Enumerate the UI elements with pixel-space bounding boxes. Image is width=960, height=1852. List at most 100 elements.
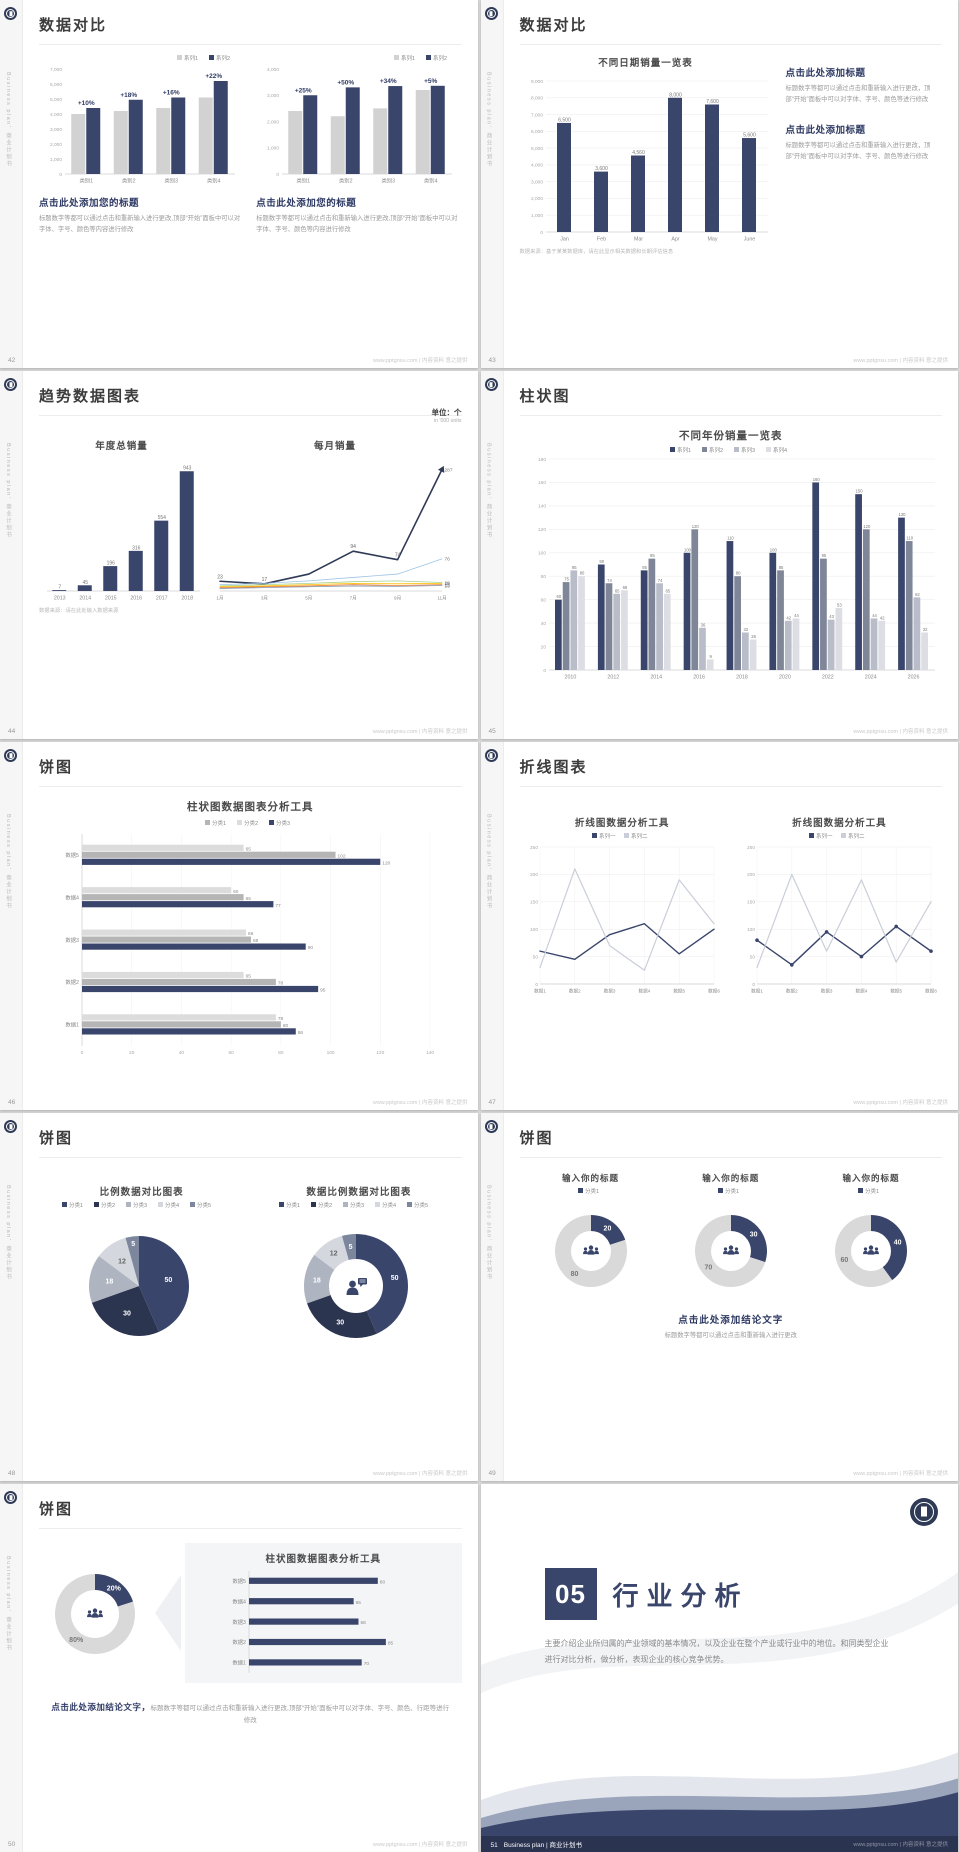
unit-label: 单位：个 in '000 units bbox=[432, 407, 462, 424]
chart-title: 折线图数据分析工具 bbox=[792, 818, 887, 829]
svg-text:June: June bbox=[743, 237, 755, 243]
chart-title: 柱状图数据图表分析工具 bbox=[265, 1554, 381, 1565]
svg-text:44: 44 bbox=[794, 613, 799, 618]
svg-text:数据1: 数据1 bbox=[751, 988, 763, 995]
svg-text:数据4: 数据4 bbox=[232, 1597, 246, 1605]
chart-title: 输入你的标题 bbox=[702, 1173, 760, 1183]
slide-44-trend-charts[interactable]: Business plan．商业计划书 趋势数据图表 单位：个 in '000 … bbox=[0, 371, 478, 739]
svg-text:2018: 2018 bbox=[736, 675, 748, 681]
svg-text:50: 50 bbox=[164, 1277, 172, 1284]
slide-title: 数据对比 bbox=[519, 12, 942, 45]
svg-text:80%: 80% bbox=[69, 1637, 84, 1644]
svg-text:2,000: 2,000 bbox=[267, 119, 279, 125]
svg-text:65: 65 bbox=[246, 896, 252, 902]
svg-text:0: 0 bbox=[277, 172, 280, 178]
svg-text:70: 70 bbox=[363, 1661, 369, 1667]
svg-text:150: 150 bbox=[855, 489, 863, 494]
svg-text:250: 250 bbox=[747, 845, 755, 851]
svg-text:2014: 2014 bbox=[650, 675, 662, 681]
svg-text:+18%: +18% bbox=[120, 92, 137, 99]
svg-text:+5%: +5% bbox=[424, 78, 437, 85]
svg-text:类别3: 类别3 bbox=[164, 177, 178, 185]
chart-panel: 数据比例数据对比图表 分类1 分类2 分类3 分类4 分类5 50 30 18 12 5 bbox=[256, 1178, 461, 1358]
svg-text:5月: 5月 bbox=[305, 596, 312, 602]
slide-42-data-compare[interactable]: Business plan．商业计划书 数据对比 系列1 系列2 0 1,000 2,0… bbox=[0, 0, 478, 368]
svg-text:120: 120 bbox=[692, 524, 700, 529]
logo-icon bbox=[4, 1120, 17, 1133]
logo-icon bbox=[4, 378, 17, 391]
svg-text:分类3: 分类3 bbox=[350, 1201, 364, 1209]
slide-title: 饼图 bbox=[39, 1125, 462, 1158]
slide-title: 趋势数据图表 bbox=[39, 383, 462, 416]
svg-text:42: 42 bbox=[880, 615, 885, 620]
bar-chart: 2013 7 2014 45 2015 196 2016 316 2017 554 2018 943 bbox=[39, 454, 204, 602]
svg-text:60: 60 bbox=[556, 594, 561, 599]
chart-panel: 系列1 系列2 0 1,000 2,000 3,000 4,000 5,000 6,000 7,0… bbox=[39, 53, 244, 236]
slide-title: 柱状图 bbox=[519, 383, 942, 416]
svg-text:2010: 2010 bbox=[564, 675, 576, 681]
svg-text:100: 100 bbox=[538, 551, 546, 557]
svg-text:数据3: 数据3 bbox=[603, 988, 615, 995]
grouped-bar-chart: 系列1 系列2 系列3 系列4 0 20 40 60 80 100 120 140 160 180 2010… bbox=[523, 445, 939, 681]
svg-text:0: 0 bbox=[59, 172, 62, 178]
svg-text:2016: 2016 bbox=[130, 596, 142, 602]
conclusion: 点击此处添加结论文字，标题数字等都可以通过点击和重新输入进行更改,顶部“开始”面… bbox=[49, 1699, 452, 1728]
svg-text:数据5: 数据5 bbox=[66, 851, 80, 859]
svg-text:32: 32 bbox=[923, 627, 928, 632]
side-strip: Business plan．商业计划书 bbox=[0, 742, 23, 1110]
svg-text:130: 130 bbox=[898, 512, 906, 517]
slide-47-line-charts[interactable]: Business plan．商业计划书 折线图表 折线图数据分析工具 系列一 系列… bbox=[480, 742, 958, 1110]
svg-text:系列二: 系列二 bbox=[848, 832, 865, 840]
svg-text:60: 60 bbox=[233, 889, 239, 895]
strip-label: Business plan．商业计划书 bbox=[5, 814, 11, 910]
svg-text:65: 65 bbox=[665, 588, 670, 593]
svg-text:77: 77 bbox=[276, 903, 282, 909]
svg-text:0: 0 bbox=[540, 230, 543, 236]
panel-body: 标题数字等都可以通过点击和重新输入进行更改,顶部“开始”面板中可以对字体、字号、… bbox=[39, 215, 241, 234]
chart-title: 数据比例数据对比图表 bbox=[306, 1187, 412, 1198]
svg-text:74: 74 bbox=[395, 553, 401, 559]
svg-text:120: 120 bbox=[377, 1050, 385, 1056]
svg-text:80: 80 bbox=[736, 571, 741, 576]
watermark: www.pptgnsu.com | 内容资料 意之提供 bbox=[853, 1842, 948, 1848]
unit-main: 单位：个 bbox=[431, 408, 462, 417]
svg-text:1,000: 1,000 bbox=[50, 157, 62, 163]
chart-panel: 输入你的标题 分类1 40 60 bbox=[804, 1166, 938, 1302]
svg-text:120: 120 bbox=[383, 860, 391, 866]
strip-label: Business plan．商业计划书 bbox=[5, 443, 11, 539]
slide-48-pie-charts[interactable]: Business plan．商业计划书 饼图 比例数据对比图表 分类1 分类2 分类… bbox=[0, 1113, 478, 1481]
chart-panel: 输入你的标题 分类1 30 70 bbox=[664, 1166, 798, 1302]
svg-text:类别3: 类别3 bbox=[382, 177, 396, 185]
svg-text:140: 140 bbox=[426, 1050, 434, 1056]
svg-text:80: 80 bbox=[570, 1271, 578, 1278]
svg-text:数据2: 数据2 bbox=[786, 988, 798, 995]
strip-label: Business plan．商业计划书 bbox=[5, 1556, 11, 1652]
svg-text:200: 200 bbox=[529, 872, 537, 878]
slide-43-data-compare[interactable]: Business plan．商业计划书 数据对比 不同日期销量一览表 0 1,00… bbox=[480, 0, 958, 368]
watermark: www.pptgnsu.com | 内容资料 意之提供 bbox=[853, 1100, 948, 1106]
svg-text:2020: 2020 bbox=[779, 675, 791, 681]
slide-46-hbar-chart[interactable]: Business plan．商业计划书 饼图 柱状图数据图表分析工具 分类1 分类… bbox=[0, 742, 478, 1110]
side-strip: Business plan．商业计划书 bbox=[480, 1113, 504, 1481]
svg-text:数据1: 数据1 bbox=[66, 1021, 80, 1029]
svg-text:3,600: 3,600 bbox=[595, 166, 608, 172]
svg-text:5,000: 5,000 bbox=[50, 97, 62, 103]
svg-text:5: 5 bbox=[349, 1244, 353, 1251]
strip-label: Business plan．商业计划书 bbox=[485, 1185, 492, 1281]
svg-text:95: 95 bbox=[650, 553, 655, 558]
panel-heading: 点击此处添加标题 bbox=[785, 124, 866, 136]
svg-text:78: 78 bbox=[278, 1016, 284, 1022]
slide-50-donut-summary[interactable]: Business plan．商业计划书 饼图 20% 80% 柱状图数据图表分析工… bbox=[0, 1484, 478, 1852]
svg-text:9,000: 9,000 bbox=[530, 79, 542, 85]
svg-text:40: 40 bbox=[894, 1240, 902, 1247]
svg-text:分类3: 分类3 bbox=[133, 1201, 147, 1209]
slide-51-section-divider[interactable]: 05 行业分析 主要介绍企业所归属的产业领域的基本情况，以及企业在整个产业或行业… bbox=[480, 1484, 958, 1852]
strip-label: Business plan．商业计划书 bbox=[485, 814, 492, 910]
svg-text:42: 42 bbox=[786, 615, 791, 620]
svg-text:2014: 2014 bbox=[79, 596, 91, 602]
logo-icon bbox=[484, 1120, 498, 1133]
svg-text:0: 0 bbox=[543, 668, 546, 674]
svg-text:70: 70 bbox=[704, 1265, 712, 1272]
slide-49-donut-charts[interactable]: Business plan．商业计划书 饼图 输入你的标题 分类1 20 80 输入… bbox=[480, 1113, 958, 1481]
slide-45-column-chart[interactable]: Business plan．商业计划书 柱状图 不同年份销量一览表 系列1 系列2… bbox=[480, 371, 958, 739]
